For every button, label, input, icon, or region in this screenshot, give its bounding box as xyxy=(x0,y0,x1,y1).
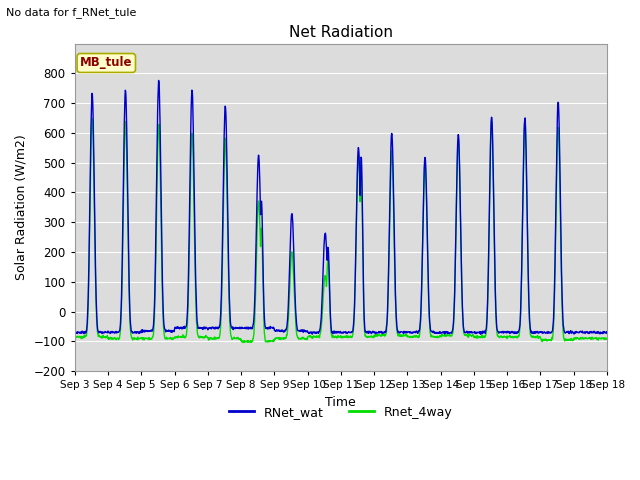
Title: Net Radiation: Net Radiation xyxy=(289,24,393,39)
RNet_wat xyxy=(477,331,484,337)
Y-axis label: Solar Radiation (W/m2): Solar Radiation (W/m2) xyxy=(15,134,28,280)
Text: MB_tule: MB_tule xyxy=(80,57,132,70)
Rnet_4way xyxy=(328,331,335,336)
Rnet_4way xyxy=(71,334,79,340)
Rnet_4way xyxy=(545,337,552,343)
RNet_wat xyxy=(154,96,162,101)
Line: RNet_wat: RNet_wat xyxy=(75,81,607,334)
Rnet_4way xyxy=(154,126,162,132)
Rnet_4way xyxy=(467,332,474,338)
RNet_wat xyxy=(597,331,605,336)
Line: Rnet_4way: Rnet_4way xyxy=(75,119,607,343)
RNet_wat xyxy=(467,330,474,336)
RNet_wat xyxy=(545,329,552,335)
RNet_wat xyxy=(317,320,324,325)
Legend: RNet_wat, Rnet_4way: RNet_wat, Rnet_4way xyxy=(224,401,458,424)
Text: No data for f_RNet_tule: No data for f_RNet_tule xyxy=(6,7,137,18)
RNet_wat xyxy=(155,78,163,84)
RNet_wat xyxy=(327,323,335,328)
Rnet_4way xyxy=(603,336,611,341)
RNet_wat xyxy=(71,328,79,334)
X-axis label: Time: Time xyxy=(326,396,356,408)
Rnet_4way xyxy=(240,340,248,346)
Rnet_4way xyxy=(597,336,605,341)
RNet_wat xyxy=(603,329,611,335)
Rnet_4way xyxy=(88,116,96,121)
Rnet_4way xyxy=(317,324,325,330)
